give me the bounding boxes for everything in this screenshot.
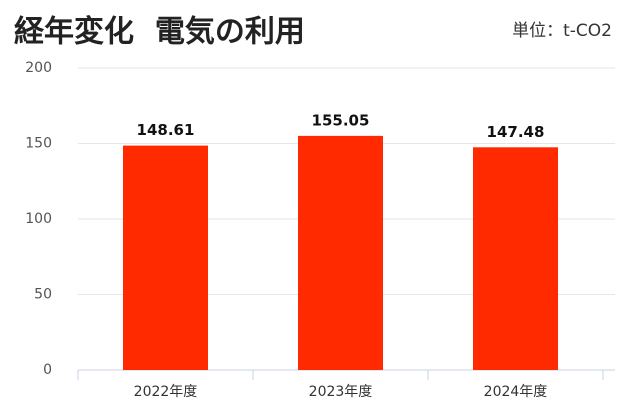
y-tick-label: 50 xyxy=(34,287,52,303)
x-tick-label: 2023年度 xyxy=(309,384,373,400)
value-label: 148.61 xyxy=(137,121,195,139)
bar xyxy=(123,145,208,370)
unit-label: 単位：t-CO2 xyxy=(512,21,612,41)
y-tick-label: 100 xyxy=(25,211,52,227)
value-label: 147.48 xyxy=(487,123,545,141)
x-tick-label: 2024年度 xyxy=(484,384,548,400)
chart-title: 経年変化 電気の利用 xyxy=(14,15,305,50)
x-tick-label: 2022年度 xyxy=(134,384,198,400)
y-tick-label: 150 xyxy=(25,136,52,152)
y-tick-label: 0 xyxy=(43,362,52,378)
value-label: 155.05 xyxy=(312,111,370,129)
bar xyxy=(298,135,383,370)
y-tick-label: 200 xyxy=(25,60,52,76)
bar xyxy=(473,147,558,370)
